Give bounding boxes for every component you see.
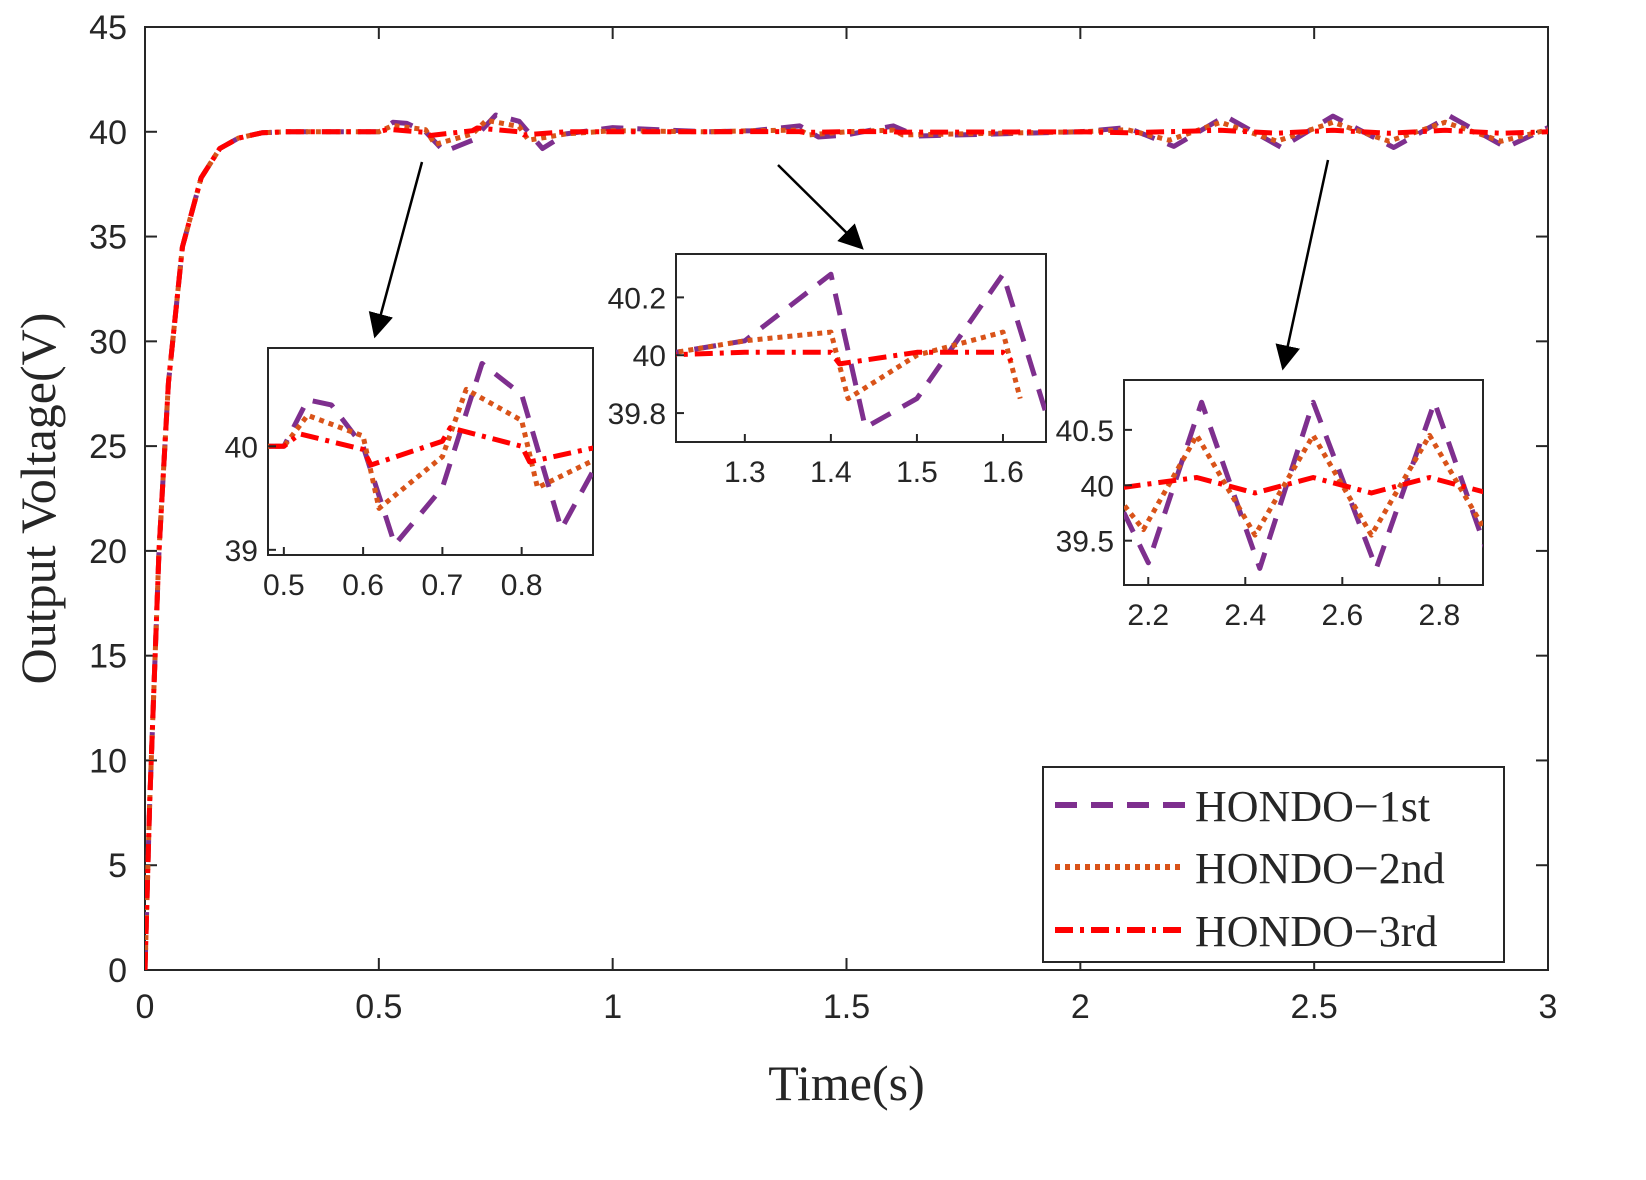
inset-series-line-2 [676,329,1023,402]
inset-y-tick-label: 40 [225,431,258,464]
inset-y-tick-label: 40.5 [1056,415,1114,448]
inset-plot-2: 1.3 1.4 1.5 1.6 39.8 40 40.2 [608,253,1047,489]
inset-x-tick-label: 2.4 [1224,599,1266,632]
inset-frame [267,347,594,556]
inset-x-tick-label: 2.8 [1418,599,1460,632]
inset-series-line-3 [268,425,593,468]
inset-series-line-1 [676,271,1046,430]
x-tick-label: 0 [136,988,155,1026]
y-tick-label: 45 [89,9,127,47]
y-tick-label: 25 [89,428,127,466]
inset-x-tick-label: 2.2 [1127,599,1169,632]
inset-x-tick-label: 2.6 [1321,599,1363,632]
x-tick-label: 0.5 [355,988,402,1026]
x-tick-label: 1 [603,988,622,1026]
x-tick-label: 2.5 [1291,988,1338,1026]
x-tick-label: 2 [1071,988,1090,1026]
inset-series-line-2 [268,386,593,511]
inset-x-tick-label: 1.4 [810,456,852,489]
inset-x-tick-label: 0.5 [263,569,305,602]
inset-y-tick-label: 39.5 [1056,526,1114,559]
inset-x-tick-label: 0.8 [501,569,543,602]
legend-label-3: HONDO−3rd [1195,907,1437,956]
inset-series-line-3 [676,349,1014,367]
legend-label-2: HONDO−2nd [1195,844,1445,893]
y-tick-label: 30 [89,323,127,361]
inset-x-tick-label: 1.6 [982,456,1024,489]
inset-x-tick-label: 0.7 [422,569,464,602]
y-tick-label: 10 [89,742,127,780]
x-tick-label: 1.5 [823,988,870,1026]
inset-y-tick-label: 40 [633,340,666,373]
y-tick-label: 20 [89,533,127,571]
legend-label-1: HONDO−1st [1195,782,1430,831]
y-axis-label: Output Voltage(V) [10,313,66,685]
inset-x-tick-label: 1.3 [724,456,766,489]
inset-y-tick-label: 40.2 [608,282,666,315]
y-tick-label: 35 [89,219,127,257]
inset-x-tick-label: 1.5 [896,456,938,489]
y-tick-label: 0 [108,952,127,990]
zoom-arrow-3 [1275,159,1330,371]
x-tick-label: 3 [1539,988,1558,1026]
y-tick-label: 40 [89,114,127,152]
inset-x-tick-label: 0.6 [342,569,384,602]
inset-y-tick-label: 40 [1081,470,1114,503]
inset-plot-1: 0.5 0.6 0.7 0.8 39 40 [225,347,594,602]
series-line-3 [145,125,1548,970]
inset-y-tick-label: 39.8 [608,398,666,431]
inset-plot-3: 2.2 2.4 2.6 2.8 39.5 40 40.5 [1056,379,1484,632]
y-tick-label: 5 [108,847,127,885]
zoom-arrow-1 [368,161,424,339]
zoom-arrow-2 [777,164,864,250]
inset-series-line-1 [268,361,593,548]
inset-series-line-2 [1124,432,1483,538]
y-tick-label: 15 [89,638,127,676]
inset-y-tick-label: 39 [225,535,258,568]
x-axis-label: Time(s) [768,1055,925,1111]
